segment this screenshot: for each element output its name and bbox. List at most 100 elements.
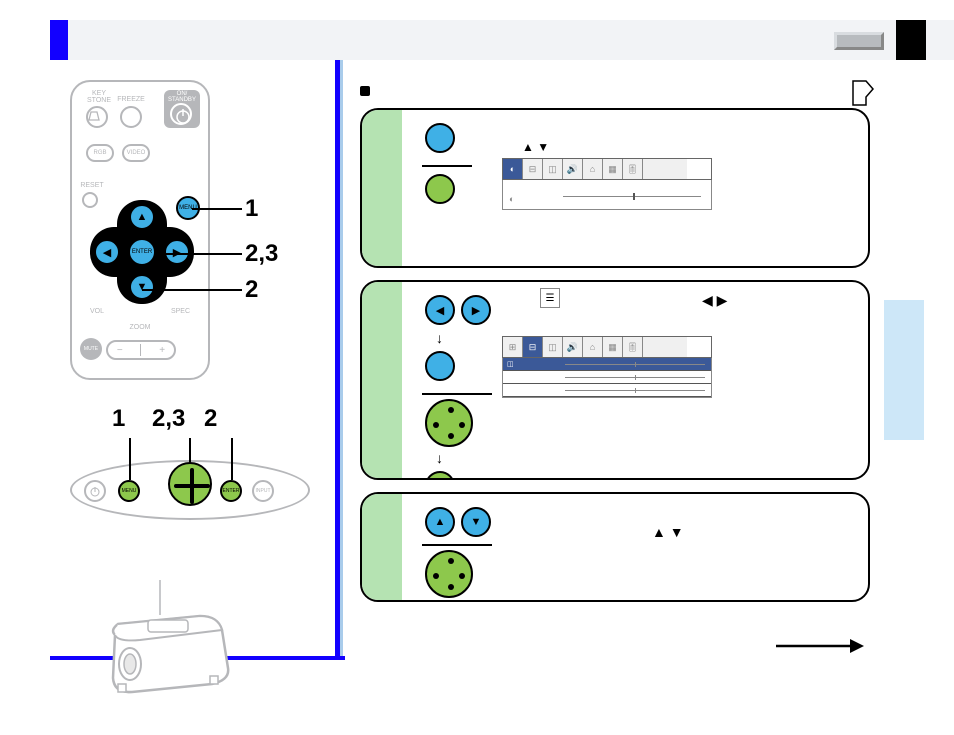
header-band (50, 20, 954, 60)
up-icon: ▲ (435, 516, 446, 528)
power-icon (89, 485, 101, 497)
right-icon: ▶ (472, 304, 480, 317)
step1-menu: ◐ ⊟ ◫ 🔊 ⌂ ▦ 🎚 ◐ (502, 158, 712, 210)
dpad-left[interactable]: ◀ (94, 239, 120, 265)
down-icon: ▼ (471, 516, 482, 528)
mc: ◫ (543, 337, 563, 357)
mc: ▦ (603, 159, 623, 179)
menu-circle-blue[interactable] (425, 123, 455, 153)
step-2-content: ◀ ▶ ↓ ↓ ☰ ◀ ▶ ⊞ ⊟ ◫ 🔊 (412, 282, 868, 480)
side-tab (884, 300, 924, 440)
cp-line-1 (129, 438, 131, 480)
cp-enter-button[interactable]: ENTER (220, 480, 242, 502)
thumb (633, 193, 635, 200)
slider-row: ◫ (503, 358, 711, 371)
mc (643, 337, 687, 357)
cp-power-button[interactable] (84, 480, 106, 502)
step1-arrows: ▲ ▼ (522, 140, 549, 154)
sep3 (422, 544, 492, 546)
header-black-tab (896, 20, 926, 60)
zoom-sep (140, 344, 141, 356)
mc: 🔊 (563, 337, 583, 357)
mc: 🎚 (623, 337, 643, 357)
freeze-button[interactable] (120, 106, 142, 128)
step-2: ◀ ▶ ↓ ↓ ☰ ◀ ▶ ⊞ ⊟ ◫ 🔊 (360, 280, 870, 480)
mc: ⌂ (583, 159, 603, 179)
left-button[interactable]: ◀ (425, 295, 455, 325)
reset-label: RESET (80, 182, 104, 189)
mc: ▦ (603, 337, 623, 357)
step2-arrows: ◀ ▶ (702, 292, 727, 309)
step-3-band (362, 494, 402, 600)
cp-line-2 (231, 438, 233, 480)
slider-area-1: ◐ (502, 180, 712, 210)
joystick-green-3[interactable] (425, 550, 473, 598)
cp-joystick[interactable] (168, 462, 212, 506)
cp-input-button[interactable]: INPUT (252, 480, 274, 502)
step-3: ▲ ▼ ▲ ▼ (360, 492, 870, 602)
mute-label: MUTE (84, 346, 98, 352)
enter-green[interactable] (425, 471, 455, 481)
keystone-label: KEY STONE (84, 90, 114, 104)
header-badge (834, 32, 884, 50)
divider-inner (340, 60, 343, 660)
menu-circle-green[interactable] (425, 174, 455, 204)
zoom-plus[interactable]: + (159, 345, 165, 356)
step-1-content: ▲ ▼ ◐ ⊟ ◫ 🔊 ⌂ ▦ 🎚 ◐ (412, 110, 868, 222)
zoom-minus[interactable]: − (117, 345, 123, 356)
down-arrow-2: ↓ (436, 450, 858, 466)
mc: ⊟ (523, 337, 543, 357)
rgb-label: RGB (93, 150, 106, 156)
right-button[interactable]: ▶ (461, 295, 491, 325)
freeze-label: FREEZE (116, 96, 146, 103)
callout-2: 2 (245, 276, 258, 304)
on-standby-button[interactable]: ON/ STANDBY (164, 90, 200, 128)
left-icon: ◀ (436, 304, 444, 317)
slider-row: ◫ (503, 371, 711, 384)
callout-line-2 (142, 289, 242, 291)
slider-row: ◫ (503, 384, 711, 397)
callout-1: 1 (245, 195, 258, 223)
up-button[interactable]: ▲ (425, 507, 455, 537)
enter-button[interactable]: ENTER (128, 238, 156, 266)
rgb-button[interactable]: RGB (86, 144, 114, 162)
step-1: ▲ ▼ ◐ ⊟ ◫ 🔊 ⌂ ▦ 🎚 ◐ (360, 108, 870, 268)
dpad-right[interactable]: ▶ (164, 239, 190, 265)
sep2 (422, 393, 492, 395)
mc (643, 159, 687, 179)
step2-menu: ⊞ ⊟ ◫ 🔊 ⌂ ▦ 🎚 ◫ ◫ (502, 336, 712, 398)
cp-enter-label: ENTER (223, 488, 240, 494)
callout-line-1 (192, 208, 242, 210)
enter-blue[interactable] (425, 351, 455, 381)
vol-label: VOL (90, 308, 104, 315)
trapezoid-icon (88, 111, 100, 121)
projector-illustration (100, 580, 260, 690)
cp-input-label: INPUT (256, 488, 271, 494)
track (563, 196, 701, 197)
step3-arrows: ▲ ▼ (652, 524, 684, 540)
cp-menu-label: MENU (122, 488, 137, 494)
up-icon: ▲ (137, 211, 148, 223)
cp-num-2: 2 (204, 405, 217, 433)
on-standby-label: ON/ STANDBY (164, 90, 200, 103)
menu-strip-1: ◐ ⊟ ◫ 🔊 ⌂ ▦ 🎚 (502, 158, 712, 180)
right-icon: ▶ (173, 246, 181, 259)
enter-label: ENTER (132, 249, 152, 255)
callout-23: 2,3 (245, 240, 278, 268)
spec-label: SPEC (171, 308, 190, 315)
mute-button[interactable]: MUTE (80, 338, 102, 360)
down-button[interactable]: ▼ (461, 507, 491, 537)
cp-num-23: 2,3 (152, 405, 185, 433)
menu-strip-2: ⊞ ⊟ ◫ 🔊 ⌂ ▦ 🎚 (502, 336, 712, 358)
dpad-up[interactable]: ▲ (129, 204, 155, 230)
zoom-bar[interactable]: − + (106, 340, 176, 360)
dpad-down[interactable]: ▼ (129, 274, 155, 300)
keystone-button[interactable] (86, 106, 108, 128)
zoom-label: ZOOM (72, 324, 208, 331)
video-button[interactable]: VIDEO (122, 144, 150, 162)
cp-menu-button[interactable]: MENU (118, 480, 140, 502)
step-1-band (362, 110, 402, 266)
remote-control: KEY STONE FREEZE ON/ STANDBY RGB VIDEO R… (70, 80, 210, 380)
joystick-green[interactable] (425, 399, 473, 447)
continue-arrow[interactable] (774, 632, 864, 664)
